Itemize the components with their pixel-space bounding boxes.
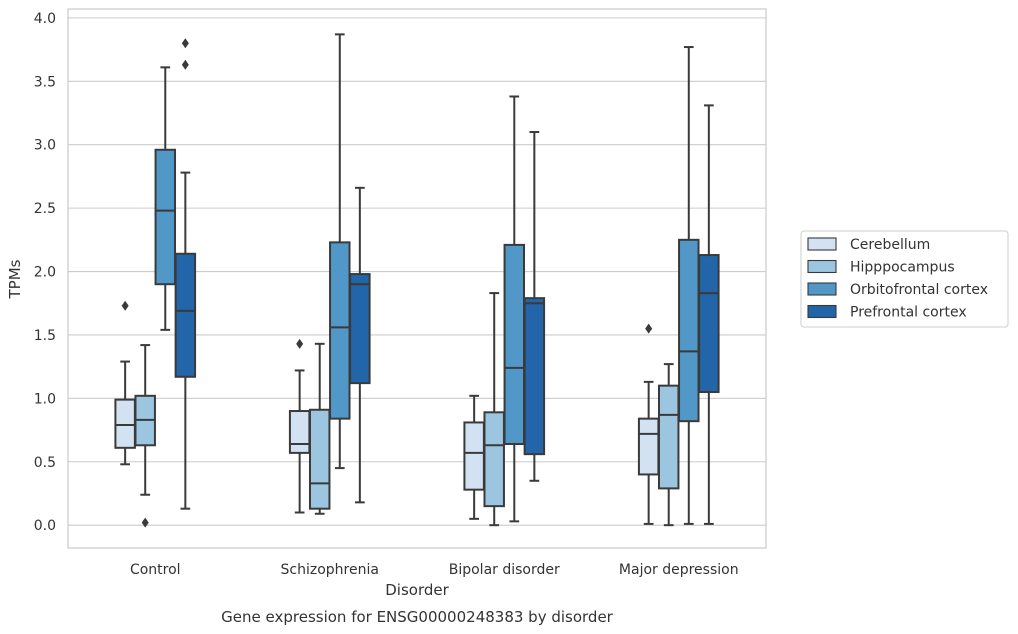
x-tick-label: Control xyxy=(130,562,181,578)
box-orbitofrontal-cortex xyxy=(678,46,700,525)
y-tick-label: 1.0 xyxy=(34,391,56,407)
y-tick-label: 2.0 xyxy=(34,265,56,281)
iqr-box xyxy=(657,384,680,490)
outlier-point xyxy=(141,517,149,528)
box-prefrontal-cortex xyxy=(349,186,371,504)
box-cerebellum xyxy=(288,338,311,514)
legend-item: Orbitofrontal cortex xyxy=(807,282,988,298)
box-hipppocampus xyxy=(657,363,680,527)
legend: Cerebellum Hipppocampus Orbitofrontal cort… xyxy=(800,230,1009,328)
legend-swatch xyxy=(807,237,837,251)
box-orbitofrontal-cortex xyxy=(503,95,526,523)
outlier-point xyxy=(181,38,189,49)
y-tick-label: 2.5 xyxy=(34,201,56,217)
box-prefrontal-cortex xyxy=(174,38,197,510)
box-groups xyxy=(114,33,720,528)
box-hipppocampus xyxy=(134,344,156,528)
iqr-box xyxy=(503,243,526,446)
outlier-point xyxy=(121,300,129,311)
legend-item: Cerebellum xyxy=(807,237,930,253)
legend-swatch xyxy=(807,259,837,274)
y-axis-title: TPMs xyxy=(6,259,24,299)
y-tick-labels: 0.0 0.5 1.0 1.5 2.0 2.5 3.0 3.5 4.0 xyxy=(34,11,56,534)
y-tick-label: 3.5 xyxy=(34,74,56,90)
legend-swatch xyxy=(807,282,837,296)
iqr-box xyxy=(329,241,351,420)
legend-item: Prefrontal cortex xyxy=(807,304,967,321)
iqr-box xyxy=(349,273,371,385)
y-tick-label: 3.0 xyxy=(34,138,56,154)
legend-label: Orbitofrontal cortex xyxy=(850,282,988,298)
x-tick-label: Major depression xyxy=(619,562,739,578)
iqr-box xyxy=(678,238,700,423)
box-cerebellum xyxy=(637,323,660,525)
legend-frame xyxy=(800,230,1009,328)
box-hipppocampus xyxy=(483,292,505,527)
y-tick-label: 0.0 xyxy=(34,518,56,534)
box-prefrontal-cortex xyxy=(523,131,546,482)
box-orbitofrontal-cortex xyxy=(329,33,351,470)
box-cerebellum xyxy=(463,394,485,520)
iqr-box xyxy=(154,148,177,286)
legend-label: Prefrontal cortex xyxy=(850,305,967,321)
y-tick-label: 1.5 xyxy=(34,328,56,344)
iqr-box xyxy=(308,408,331,510)
outlier-point xyxy=(645,323,653,334)
x-tick-labels: Control Schizophrenia Bipolar disorder Majo… xyxy=(130,562,739,578)
box-orbitofrontal-cortex xyxy=(154,66,177,331)
legend-label: Cerebellum xyxy=(850,237,930,253)
y-tick-label: 4.0 xyxy=(34,11,56,27)
iqr-box xyxy=(463,421,485,491)
legend-swatch xyxy=(807,304,837,319)
iqr-box xyxy=(483,411,505,508)
iqr-box xyxy=(114,398,136,449)
x-tick-label: Schizophrenia xyxy=(281,562,379,578)
chart-caption: Gene expression for ENSG00000248383 by d… xyxy=(221,608,614,626)
iqr-box xyxy=(698,254,720,394)
iqr-box xyxy=(637,417,660,476)
y-tick-label: 0.5 xyxy=(34,455,56,471)
iqr-box xyxy=(174,252,197,378)
box-cerebellum xyxy=(114,300,136,466)
x-tick-label: Bipolar disorder xyxy=(449,562,560,578)
x-axis-title: Disorder xyxy=(385,581,449,599)
box-prefrontal-cortex xyxy=(698,104,720,525)
box-hipppocampus xyxy=(308,342,331,515)
legend-item: Hipppocampus xyxy=(807,259,955,276)
iqr-box xyxy=(523,297,546,456)
plot-frame xyxy=(67,8,767,549)
outlier-point xyxy=(296,338,304,349)
outlier-point xyxy=(181,59,189,70)
legend-label: Hipppocampus xyxy=(850,260,955,276)
iqr-box xyxy=(288,410,311,454)
